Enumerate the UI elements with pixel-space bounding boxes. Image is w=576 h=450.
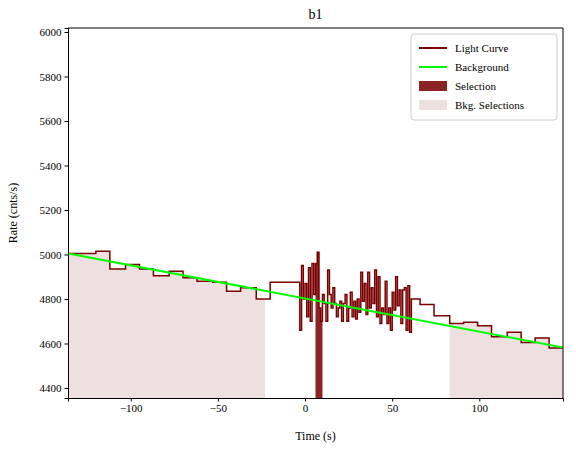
tick: −50 [210, 398, 228, 414]
tick-label: 5800 [40, 71, 63, 83]
tick-mark [65, 165, 69, 166]
tick: 0 [303, 398, 309, 414]
tick: 4600 [40, 338, 69, 350]
selection-group [316, 251, 323, 398]
tick: 5600 [40, 115, 69, 127]
tick-label: 4800 [40, 293, 63, 305]
tick-label: 5000 [40, 249, 63, 261]
legend-swatch [419, 47, 447, 49]
tick-mark [479, 398, 480, 402]
tick: 100 [472, 398, 489, 414]
tick-label: 5400 [40, 160, 63, 172]
x-axis: −100 −50 0 50 100 [69, 398, 564, 414]
tick-label: 6000 [40, 26, 63, 38]
legend-label: Background [455, 61, 509, 73]
frame [68, 28, 563, 29]
tick-label: −50 [210, 402, 228, 414]
tick-label: 5200 [40, 204, 63, 216]
tick-label: 4600 [40, 338, 63, 350]
y-label: Rate (cnts/s) [6, 183, 20, 243]
legend-swatch [419, 100, 447, 110]
legend-label: Light Curve [455, 42, 509, 54]
tick: 6000 [40, 26, 69, 38]
tick: 4400 [40, 382, 69, 394]
tick-mark [305, 398, 306, 402]
selection-group [450, 251, 563, 398]
tick-label: 0 [303, 402, 309, 414]
legend: Light Curve Background Selection Bkg. Selec… [411, 34, 557, 120]
tick: 5000 [40, 249, 69, 261]
tick-mark [392, 398, 393, 402]
tick-mark [65, 254, 69, 255]
tick: 5400 [40, 160, 69, 172]
chart: −100 −50 0 50 100 4400 4600 4800 5000 5200 5400 560… [0, 0, 576, 450]
tick-mark [65, 77, 69, 78]
legend-swatch [419, 66, 447, 68]
tick: 5200 [40, 204, 69, 216]
selection-area [316, 251, 323, 398]
tick-mark [65, 210, 69, 211]
light-curve [68, 251, 563, 348]
tick-label: 100 [472, 402, 489, 414]
background-line [68, 253, 563, 347]
tick-mark [65, 388, 69, 389]
legend-box [411, 34, 557, 120]
tick-mark [65, 32, 69, 33]
tick-mark [65, 121, 69, 122]
tick-mark [218, 398, 219, 402]
axis-line [69, 399, 564, 402]
frame [563, 28, 564, 398]
legend-swatch [419, 81, 447, 91]
tick-label: 4400 [40, 382, 63, 394]
tick: 50 [387, 398, 399, 414]
tick-mark [65, 299, 69, 300]
selection-area [68, 251, 265, 398]
title: b1 [309, 7, 323, 22]
axis-line [65, 29, 69, 399]
tick-label: −100 [120, 402, 143, 414]
plot-area [68, 251, 563, 398]
legend-label: Bkg. Selections [455, 99, 524, 111]
legend-label: Selection [455, 80, 496, 92]
selection-group [68, 251, 265, 398]
selection-area [450, 251, 563, 398]
tick: 5800 [40, 71, 69, 83]
tick: −100 [120, 398, 143, 414]
tick-label: 5600 [40, 115, 63, 127]
y-axis: 4400 4600 4800 5000 5200 5400 5600 5800 6000 [40, 26, 69, 398]
tick-label: 50 [387, 402, 399, 414]
tick-mark [65, 343, 69, 344]
tick: 4800 [40, 293, 69, 305]
tick-mark [131, 398, 132, 402]
x-label: Time (s) [295, 429, 336, 443]
